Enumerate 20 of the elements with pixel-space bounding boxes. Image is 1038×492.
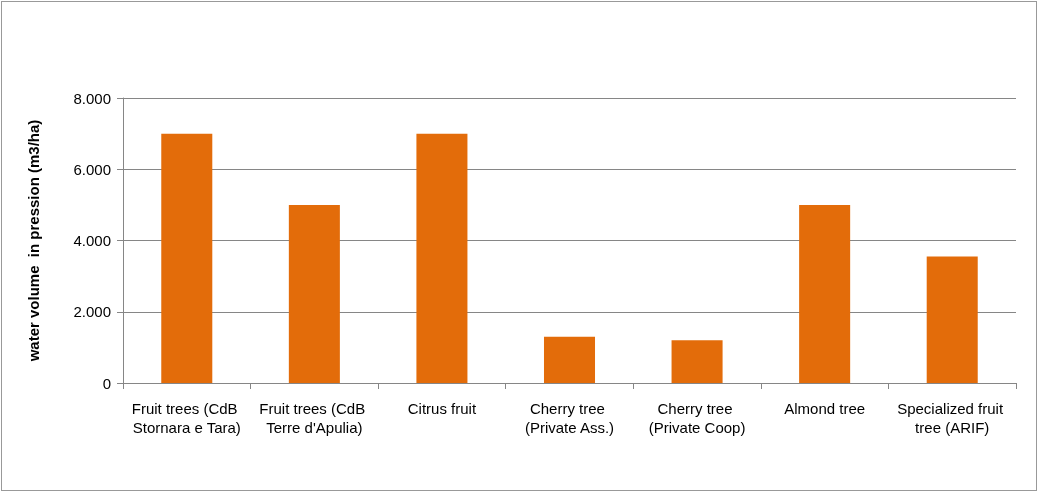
bar: [288, 204, 340, 383]
bar: [543, 336, 596, 383]
bar: [671, 340, 723, 383]
y-tick-label: 4.000: [73, 232, 111, 249]
bar: [926, 256, 978, 383]
y-axis-title: water volume in pression (m3/ha): [25, 119, 42, 363]
x-tick-label: Cherry tree (Private Ass.): [524, 400, 615, 436]
x-tick-label: Citrus fruit: [407, 400, 477, 417]
bar: [799, 204, 851, 383]
x-tick-label: Specialized fruit tree (ARIF): [897, 400, 1008, 436]
x-tick-label: Fruit trees (CdB Terre d'Apulia): [259, 400, 370, 436]
bar: [161, 133, 213, 383]
bar: [416, 133, 468, 383]
y-tick-label: 6.000: [73, 160, 111, 178]
x-tick-label: Cherry tree (Private Coop): [648, 400, 746, 436]
x-tick-label: Almond tree: [784, 400, 866, 417]
y-tick-label: 2.000: [73, 303, 111, 321]
y-tick-label: 0: [102, 374, 111, 392]
y-tick-label: 8.000: [73, 89, 111, 107]
x-tick-label: Fruit trees (CdB Stornara e Tara): [131, 400, 242, 436]
